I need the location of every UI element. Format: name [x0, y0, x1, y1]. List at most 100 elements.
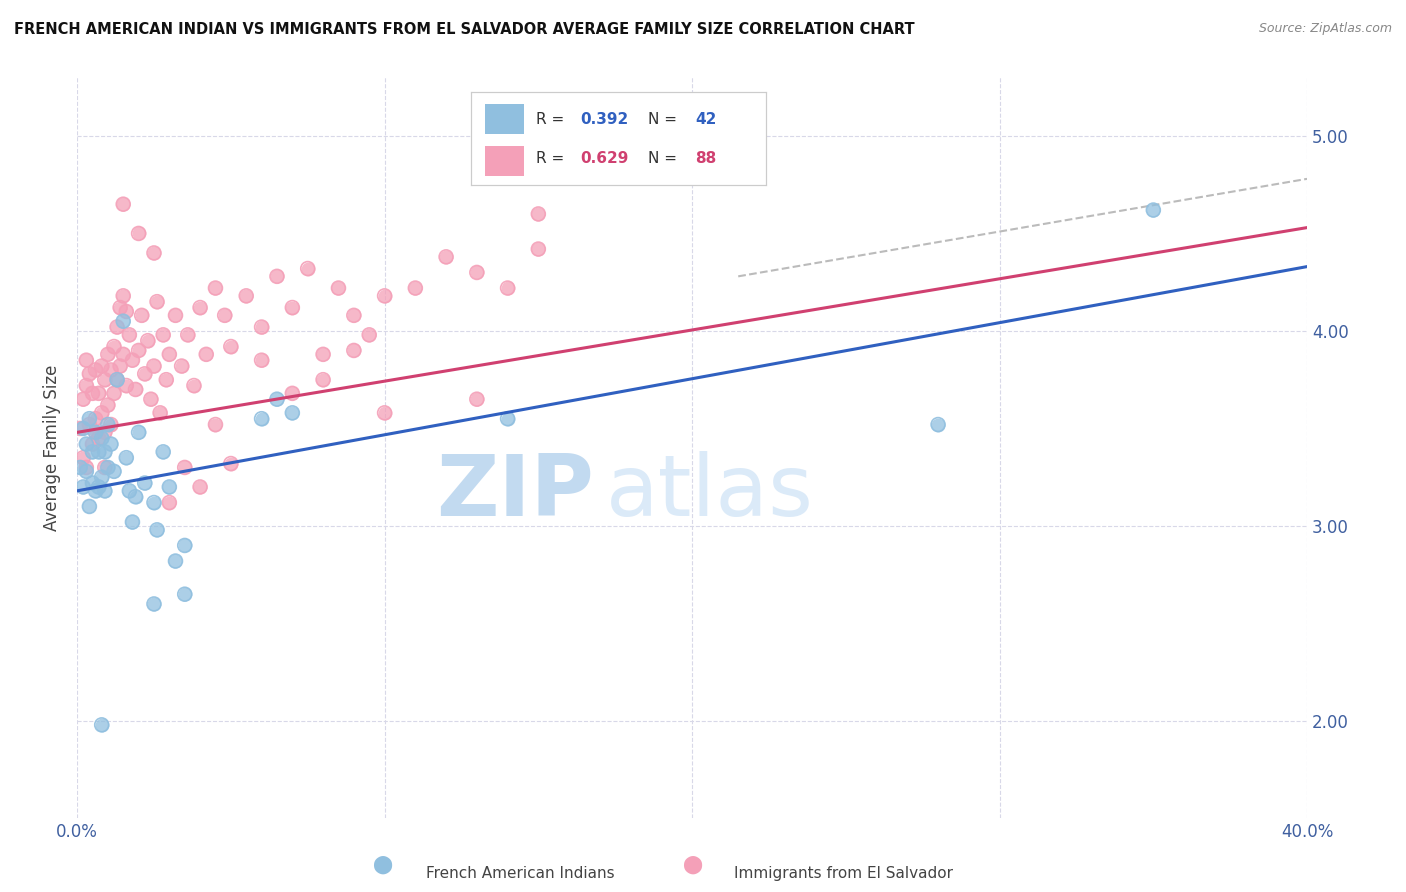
Text: atlas: atlas: [606, 451, 814, 534]
Point: [90, 431, 112, 445]
Point: [97, 347, 120, 361]
Point: [100, 437, 122, 451]
Point: [134, 367, 156, 381]
Y-axis label: Average Family Size: Average Family Size: [44, 365, 60, 531]
Point: [219, 340, 242, 354]
Point: [112, 197, 135, 211]
Point: [79, 411, 101, 425]
Point: [183, 378, 205, 392]
Text: ⬤: ⬤: [682, 855, 702, 874]
Point: [1142, 202, 1164, 217]
Text: Immigrants from El Salvador: Immigrants from El Salvador: [734, 866, 953, 881]
Point: [82, 437, 104, 451]
Point: [219, 340, 242, 354]
Point: [105, 373, 128, 387]
Point: [297, 261, 319, 276]
Point: [266, 392, 288, 407]
Point: [173, 538, 195, 552]
Point: [128, 343, 150, 358]
Point: [134, 476, 156, 491]
Point: [527, 242, 550, 256]
Point: [115, 378, 138, 392]
Point: [143, 246, 166, 260]
Point: [103, 340, 125, 354]
Point: [105, 320, 128, 334]
Point: [152, 445, 174, 459]
Point: [90, 470, 112, 484]
Point: [173, 587, 195, 601]
Point: [404, 281, 426, 295]
Point: [173, 460, 195, 475]
Point: [374, 289, 396, 303]
Point: [94, 373, 117, 387]
Point: [82, 386, 104, 401]
Point: [177, 327, 200, 342]
Point: [214, 309, 236, 323]
Point: [143, 597, 166, 611]
Point: [149, 406, 172, 420]
Point: [128, 227, 150, 241]
Point: [112, 289, 135, 303]
Point: [90, 406, 112, 420]
Point: [84, 483, 107, 498]
Point: [359, 327, 381, 342]
Point: [75, 437, 97, 451]
Point: [214, 309, 236, 323]
Point: [173, 587, 195, 601]
Point: [108, 301, 131, 315]
Point: [359, 327, 381, 342]
Point: [128, 425, 150, 440]
Point: [97, 398, 120, 412]
Point: [527, 207, 550, 221]
Point: [105, 373, 128, 387]
Point: [281, 386, 304, 401]
Point: [195, 347, 218, 361]
Point: [75, 378, 97, 392]
Point: [79, 500, 101, 514]
Point: [343, 343, 366, 358]
Point: [195, 347, 218, 361]
Point: [79, 417, 101, 432]
Point: [82, 476, 104, 491]
Point: [75, 353, 97, 368]
Point: [69, 460, 91, 475]
Point: [82, 437, 104, 451]
Point: [118, 327, 141, 342]
Point: [72, 480, 94, 494]
Point: [465, 392, 488, 407]
Point: [90, 406, 112, 420]
Point: [927, 417, 949, 432]
Point: [82, 386, 104, 401]
Point: [204, 417, 226, 432]
Point: [75, 460, 97, 475]
Point: [84, 483, 107, 498]
Point: [143, 495, 166, 509]
Point: [128, 343, 150, 358]
Point: [112, 314, 135, 328]
Text: Source: ZipAtlas.com: Source: ZipAtlas.com: [1258, 22, 1392, 36]
Point: [465, 392, 488, 407]
Point: [312, 373, 335, 387]
Point: [155, 373, 177, 387]
Point: [121, 515, 143, 529]
Point: [188, 301, 211, 315]
Point: [82, 445, 104, 459]
Point: [343, 309, 366, 323]
Text: French American Indians: French American Indians: [426, 866, 614, 881]
Point: [250, 353, 273, 368]
Point: [105, 373, 128, 387]
Point: [188, 480, 211, 494]
Point: [90, 359, 112, 373]
Point: [79, 417, 101, 432]
Point: [188, 301, 211, 315]
Point: [75, 378, 97, 392]
Point: [134, 476, 156, 491]
Point: [94, 445, 117, 459]
Point: [183, 378, 205, 392]
Point: [281, 406, 304, 420]
Point: [152, 327, 174, 342]
Point: [131, 309, 153, 323]
Point: [121, 515, 143, 529]
Point: [84, 425, 107, 440]
Point: [97, 417, 120, 432]
